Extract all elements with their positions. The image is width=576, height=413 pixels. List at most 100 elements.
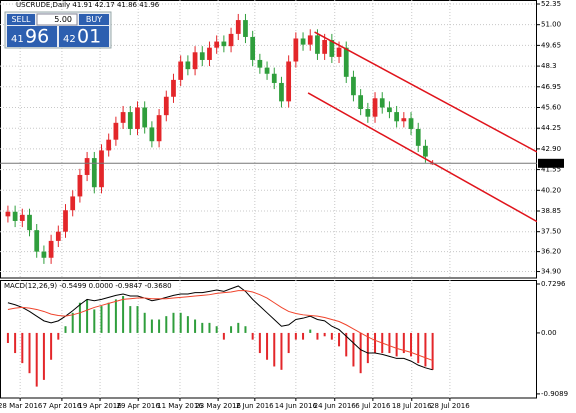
- grid: [0, 0, 537, 398]
- chart-title: USCRUDE,Daily 41.91 42.17 41.86 41.96: [16, 1, 160, 9]
- candle-body: [264, 67, 270, 74]
- macd-bar: [345, 332, 348, 357]
- y-tick-label: 36.20: [541, 248, 561, 256]
- candle-body: [142, 107, 148, 128]
- candle-body: [192, 52, 198, 70]
- candle-body: [48, 240, 54, 258]
- macd-bar: [374, 332, 377, 354]
- macd-bar: [395, 332, 398, 357]
- macd-bar: [294, 332, 297, 340]
- macd-bar: [410, 332, 413, 357]
- macd-bar: [35, 332, 38, 387]
- candle-body: [135, 107, 140, 129]
- candle-body: [343, 47, 349, 77]
- candle-body: [70, 196, 76, 211]
- candle-body: [34, 230, 40, 252]
- candle-body: [149, 127, 155, 142]
- macd-bar: [330, 332, 333, 340]
- macd-bar: [222, 332, 225, 340]
- candle-body: [99, 150, 104, 188]
- candle-body: [214, 41, 220, 48]
- bid-box[interactable]: [7, 26, 57, 47]
- macd-bar: [366, 332, 369, 364]
- macd-bar: [251, 332, 254, 340]
- candle-body: [91, 158, 97, 188]
- candle-body: [63, 210, 68, 232]
- ask-small[interactable]: 42: [63, 34, 76, 45]
- macd-bar: [352, 332, 355, 367]
- ask-box[interactable]: [59, 26, 109, 47]
- candle-body: [41, 251, 47, 258]
- sell-label[interactable]: SELL: [11, 15, 31, 24]
- macd-bar: [71, 312, 74, 333]
- macd-title: MACD(12,26,9) -0.5499 0.0000 -0.9847 -0.…: [4, 282, 172, 290]
- macd-bar: [424, 332, 427, 367]
- macd-pane: [0, 280, 537, 399]
- candle-body: [171, 79, 176, 97]
- bid-small[interactable]: 41: [11, 34, 24, 45]
- y-tick-label: 41.55: [541, 166, 561, 174]
- last-price-label: 41.96: [540, 159, 561, 167]
- macd-bar: [402, 332, 405, 354]
- candle-body: [336, 47, 342, 57]
- candle-body: [415, 128, 421, 146]
- macd-bar: [388, 332, 391, 354]
- x-tick-label: 23 May 2016: [195, 402, 241, 410]
- candle-body: [293, 38, 299, 62]
- candle-body: [156, 115, 162, 142]
- macd-bar: [258, 332, 261, 354]
- macd-bar: [359, 332, 362, 374]
- candle-body: [185, 61, 191, 70]
- x-tick-label: 24 Jun 2016: [314, 402, 357, 410]
- y-tick-label: 49.65: [541, 41, 561, 49]
- macd-bar: [287, 332, 290, 354]
- macd-bar: [201, 322, 204, 333]
- macd-bar: [172, 312, 175, 333]
- macd-bar: [230, 326, 233, 333]
- trade-panel: SELL 5.00 BUY 41 96 42 01: [4, 11, 112, 49]
- candle-body: [228, 33, 234, 47]
- lot-value[interactable]: 5.00: [54, 15, 72, 24]
- macd-bar: [57, 332, 60, 340]
- candle-body: [351, 76, 356, 96]
- candle-body: [207, 47, 212, 60]
- candle-body: [372, 98, 378, 117]
- candle-body: [394, 112, 400, 122]
- macd-bar: [78, 302, 81, 333]
- candle-body: [55, 231, 61, 241]
- x-tick-label: 6 Jul 2016: [355, 402, 391, 410]
- macd-bar: [323, 332, 326, 337]
- macd-bar: [100, 306, 103, 333]
- candle-body: [127, 112, 133, 129]
- ask-big[interactable]: 01: [77, 26, 101, 48]
- candle-body: [387, 107, 392, 113]
- candle-body: [5, 211, 11, 217]
- macd-bar: [28, 332, 31, 374]
- macd-bar: [316, 332, 319, 340]
- macd-bar: [179, 312, 182, 333]
- sell-button[interactable]: [7, 14, 35, 25]
- candle-body: [315, 35, 320, 54]
- y-tick-label: 44.25: [541, 124, 561, 132]
- macd-bar: [431, 332, 434, 370]
- lot-input[interactable]: [36, 13, 78, 26]
- macd-line: [7, 285, 433, 371]
- macd-bar: [266, 332, 269, 360]
- last-price-box: [538, 158, 564, 168]
- candle-body: [257, 59, 263, 68]
- candle-body: [77, 174, 83, 197]
- macd-bar: [114, 299, 117, 333]
- macd-bar: [280, 332, 283, 370]
- buy-button[interactable]: [79, 14, 109, 25]
- x-tick-label: 28 Jul 2016: [430, 402, 470, 410]
- candle-body: [19, 214, 25, 221]
- candle-body: [322, 40, 328, 54]
- candle-body: [307, 35, 313, 45]
- candle-body: [235, 20, 241, 34]
- bid-big[interactable]: 96: [25, 26, 49, 48]
- buy-label[interactable]: BUY: [86, 15, 102, 24]
- candle-body: [178, 61, 184, 80]
- y-tick-label: 51.00: [541, 21, 561, 29]
- candle-body: [12, 211, 18, 221]
